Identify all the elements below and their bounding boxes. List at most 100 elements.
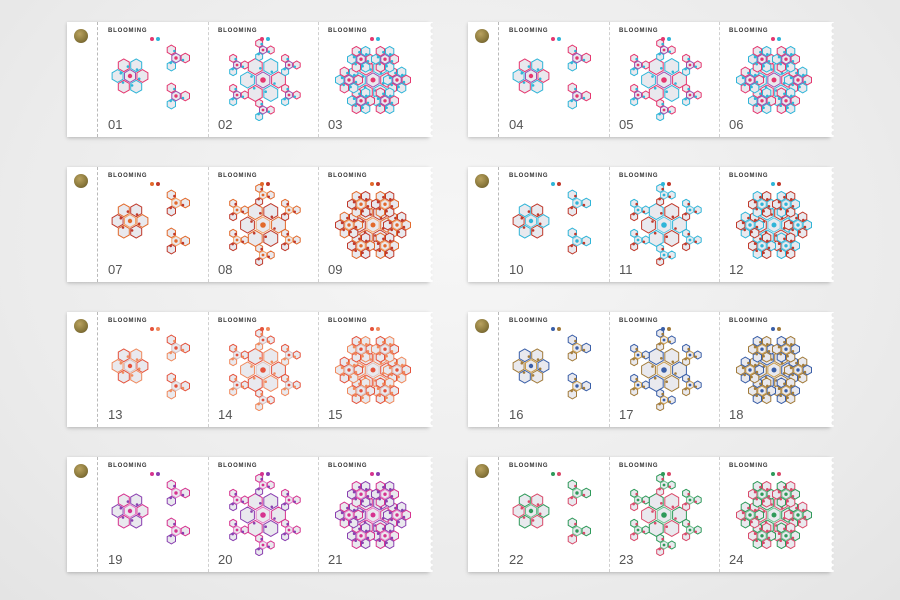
color-dots [661,28,673,46]
color-dot [370,327,374,331]
color-dot [370,182,374,186]
color-dot [266,182,270,186]
stamp-number: 15 [328,407,343,422]
brand-label: BLOOMING [218,173,258,179]
stamp: BLOOMING 19 [98,457,209,572]
snowflake-art [229,473,301,556]
color-dots [551,173,563,191]
snowflake-art [736,335,812,405]
stamp: BLOOMING 18 [719,312,829,427]
stamp-number: 19 [108,552,123,567]
strip-tab [67,22,98,137]
stamp: BLOOMING 10 [499,167,610,282]
gold-seal-icon [475,29,489,43]
color-dot [266,327,270,331]
gold-seal-icon [475,319,489,333]
brand-label: BLOOMING [619,173,659,179]
stamp: BLOOMING 02 [208,22,319,137]
color-dot [661,182,665,186]
color-dot [376,37,380,41]
brand-label: BLOOMING [328,318,368,324]
stamp: BLOOMING 11 [609,167,720,282]
stamp-strip: BLOOMING 16 BLOOMING 17 BLOOMING 18 [468,312,834,427]
stamp: BLOOMING 13 [98,312,209,427]
stamp: BLOOMING 04 [499,22,610,137]
color-dot [156,37,160,41]
stamp: BLOOMING 23 [609,457,720,572]
stamp-number: 22 [509,552,524,567]
snowflake-art [111,44,190,110]
color-dots [370,463,382,481]
snowflake-art [229,183,301,266]
color-dot [150,182,154,186]
color-dot [667,182,671,186]
brand-label: BLOOMING [328,28,368,34]
color-dots [260,28,272,46]
color-dot [777,472,781,476]
snowflake-art [736,45,812,115]
brand-label: BLOOMING [328,173,368,179]
stamp-strip: BLOOMING 22 BLOOMING 23 BLOOMING 24 [468,457,834,572]
color-dot [551,472,555,476]
color-dots [150,28,162,46]
stamp-number: 07 [108,262,123,277]
color-dot [370,472,374,476]
strip-tab [67,312,98,427]
color-dots [771,28,783,46]
color-dots [551,318,563,336]
color-dot [150,472,154,476]
color-dot [260,327,264,331]
brand-label: BLOOMING [729,28,769,34]
strip-tab [67,167,98,282]
stamp: BLOOMING 15 [318,312,428,427]
color-dot [777,327,781,331]
snowflake-art [335,190,411,260]
color-dot [551,182,555,186]
brand-label: BLOOMING [108,28,148,34]
stamp-strip: BLOOMING 10 BLOOMING 11 BLOOMING 12 [468,167,834,282]
stamp-number: 13 [108,407,123,422]
snowflake-art [630,183,702,266]
stamp-strip: BLOOMING 07 BLOOMING 08 BLOOMING 09 [67,167,433,282]
snowflake-art [512,189,591,255]
color-dot [266,37,270,41]
stamp: BLOOMING 05 [609,22,720,137]
stamp-strip: BLOOMING 13 BLOOMING 14 BLOOMING 15 [67,312,433,427]
snowflake-art [736,480,812,550]
color-dot [156,472,160,476]
color-dot [557,327,561,331]
stamp-number: 10 [509,262,524,277]
color-dot [260,472,264,476]
color-dots [771,318,783,336]
color-dot [551,37,555,41]
stamp: BLOOMING 14 [208,312,319,427]
color-dot [667,472,671,476]
stamp-number: 12 [729,262,744,277]
color-dot [661,327,665,331]
brand-label: BLOOMING [108,318,148,324]
stamp: BLOOMING 07 [98,167,209,282]
color-dot [771,37,775,41]
stamp: BLOOMING 24 [719,457,829,572]
snowflake-art [512,334,591,400]
color-dots [370,318,382,336]
strip-tab [468,22,499,137]
stamp-number: 18 [729,407,744,422]
brand-label: BLOOMING [218,28,258,34]
color-dots [551,463,563,481]
strip-tab [67,457,98,572]
color-dot [771,327,775,331]
stamp: BLOOMING 01 [98,22,209,137]
color-dot [376,327,380,331]
color-dots [150,463,162,481]
color-dot [777,182,781,186]
brand-label: BLOOMING [108,173,148,179]
stamp-number: 05 [619,117,634,132]
color-dot [661,37,665,41]
brand-label: BLOOMING [729,318,769,324]
brand-label: BLOOMING [509,28,549,34]
color-dot [370,37,374,41]
color-dot [777,37,781,41]
stamp: BLOOMING 21 [318,457,428,572]
brand-label: BLOOMING [619,463,659,469]
